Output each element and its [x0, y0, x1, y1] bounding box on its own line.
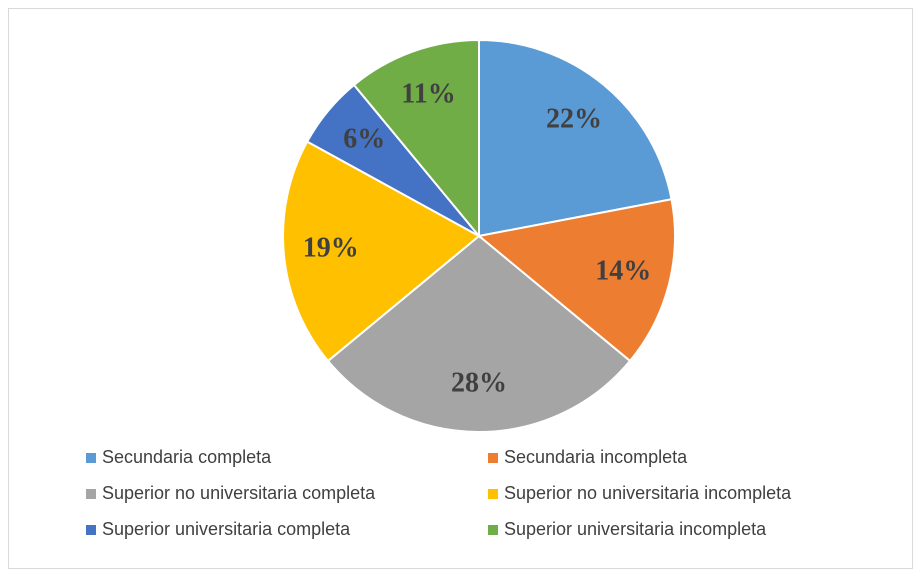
- pie-slice: [326, 234, 632, 433]
- data-label: 11%: [401, 78, 455, 109]
- legend-label: Superior universitaria incompleta: [504, 519, 767, 539]
- legend-swatch: [488, 453, 498, 463]
- legend-swatch: [488, 525, 498, 535]
- legend-swatch: [86, 525, 96, 535]
- legend-label: Superior universitaria completa: [102, 519, 351, 539]
- legend-label: Secundaria completa: [102, 447, 272, 467]
- legend-swatch: [488, 489, 498, 499]
- data-label: 28%: [451, 367, 507, 398]
- data-label: 19%: [303, 232, 359, 263]
- pie-slice: [352, 38, 480, 239]
- legend-label: Superior no universitaria completa: [102, 483, 376, 503]
- legend-swatch: [86, 489, 96, 499]
- pie-slice: [476, 198, 676, 363]
- legend-swatch: [86, 453, 96, 463]
- data-label: 22%: [546, 104, 602, 135]
- legend-label: Secundaria incompleta: [504, 447, 688, 467]
- legend-label: Superior no universitaria incompleta: [504, 483, 792, 503]
- data-label: 6%: [343, 123, 385, 154]
- data-label: 14%: [595, 255, 651, 286]
- pie-slice: [478, 38, 673, 238]
- pie-slice: [282, 140, 481, 363]
